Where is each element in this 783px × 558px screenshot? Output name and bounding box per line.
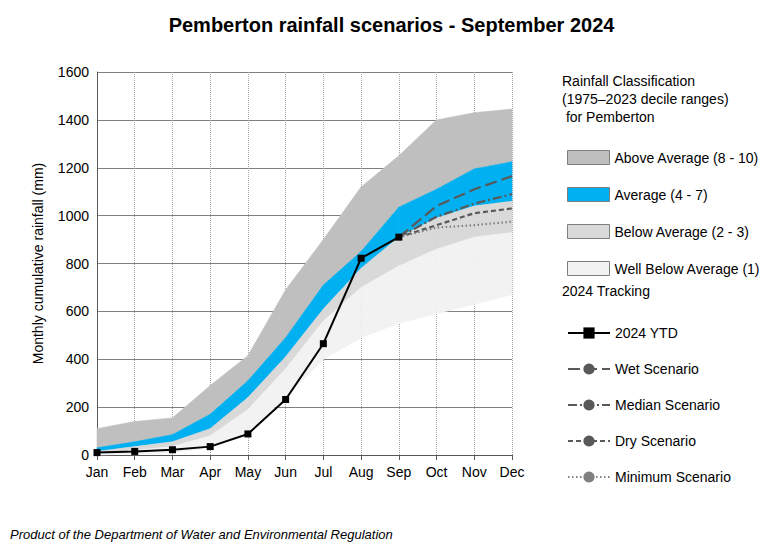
svg-text:Dry Scenario: Dry Scenario [615, 433, 696, 449]
svg-text:Mar: Mar [160, 464, 184, 480]
svg-text:Dec: Dec [500, 464, 525, 480]
svg-text:Median Scenario: Median Scenario [615, 397, 720, 413]
svg-text:Nov: Nov [462, 464, 487, 480]
svg-text:1200: 1200 [58, 160, 89, 176]
svg-text:(1975–2023 decile ranges): (1975–2023 decile ranges) [562, 91, 729, 107]
svg-text:1400: 1400 [58, 112, 89, 128]
svg-text:Product of the Department of W: Product of the Department of Water and E… [10, 527, 393, 542]
svg-text:2024 YTD: 2024 YTD [615, 325, 678, 341]
svg-text:400: 400 [66, 351, 90, 367]
svg-text:200: 200 [66, 399, 90, 415]
svg-text:Pemberton rainfall scenarios -: Pemberton rainfall scenarios - September… [169, 14, 616, 36]
svg-text:Average (4 - 7): Average (4 - 7) [615, 187, 708, 203]
svg-text:for Pemberton: for Pemberton [562, 109, 655, 125]
svg-text:Apr: Apr [199, 464, 221, 480]
svg-text:Monthly cumulative rainfall (m: Monthly cumulative rainfall (mm) [30, 163, 46, 365]
svg-text:Above Average (8 - 10): Above Average (8 - 10) [615, 150, 759, 166]
svg-text:Jun: Jun [274, 464, 297, 480]
svg-text:May: May [235, 464, 261, 480]
svg-text:Jul: Jul [314, 464, 332, 480]
svg-text:Jan: Jan [86, 464, 109, 480]
svg-text:0: 0 [81, 447, 89, 463]
svg-text:600: 600 [66, 303, 90, 319]
svg-text:Sep: Sep [386, 464, 411, 480]
svg-text:2024 Tracking: 2024 Tracking [562, 283, 650, 299]
svg-text:Oct: Oct [426, 464, 448, 480]
svg-text:Rainfall Classification: Rainfall Classification [562, 73, 695, 89]
svg-text:1600: 1600 [58, 64, 89, 80]
svg-text:Aug: Aug [349, 464, 374, 480]
svg-text:Well Below Average (1): Well Below Average (1) [615, 261, 760, 277]
svg-text:800: 800 [66, 256, 90, 272]
svg-text:Minimum Scenario: Minimum Scenario [615, 469, 731, 485]
svg-text:1000: 1000 [58, 208, 89, 224]
svg-text:Below Average (2 - 3): Below Average (2 - 3) [615, 224, 749, 240]
svg-text:Wet Scenario: Wet Scenario [615, 361, 699, 377]
svg-text:Feb: Feb [123, 464, 147, 480]
